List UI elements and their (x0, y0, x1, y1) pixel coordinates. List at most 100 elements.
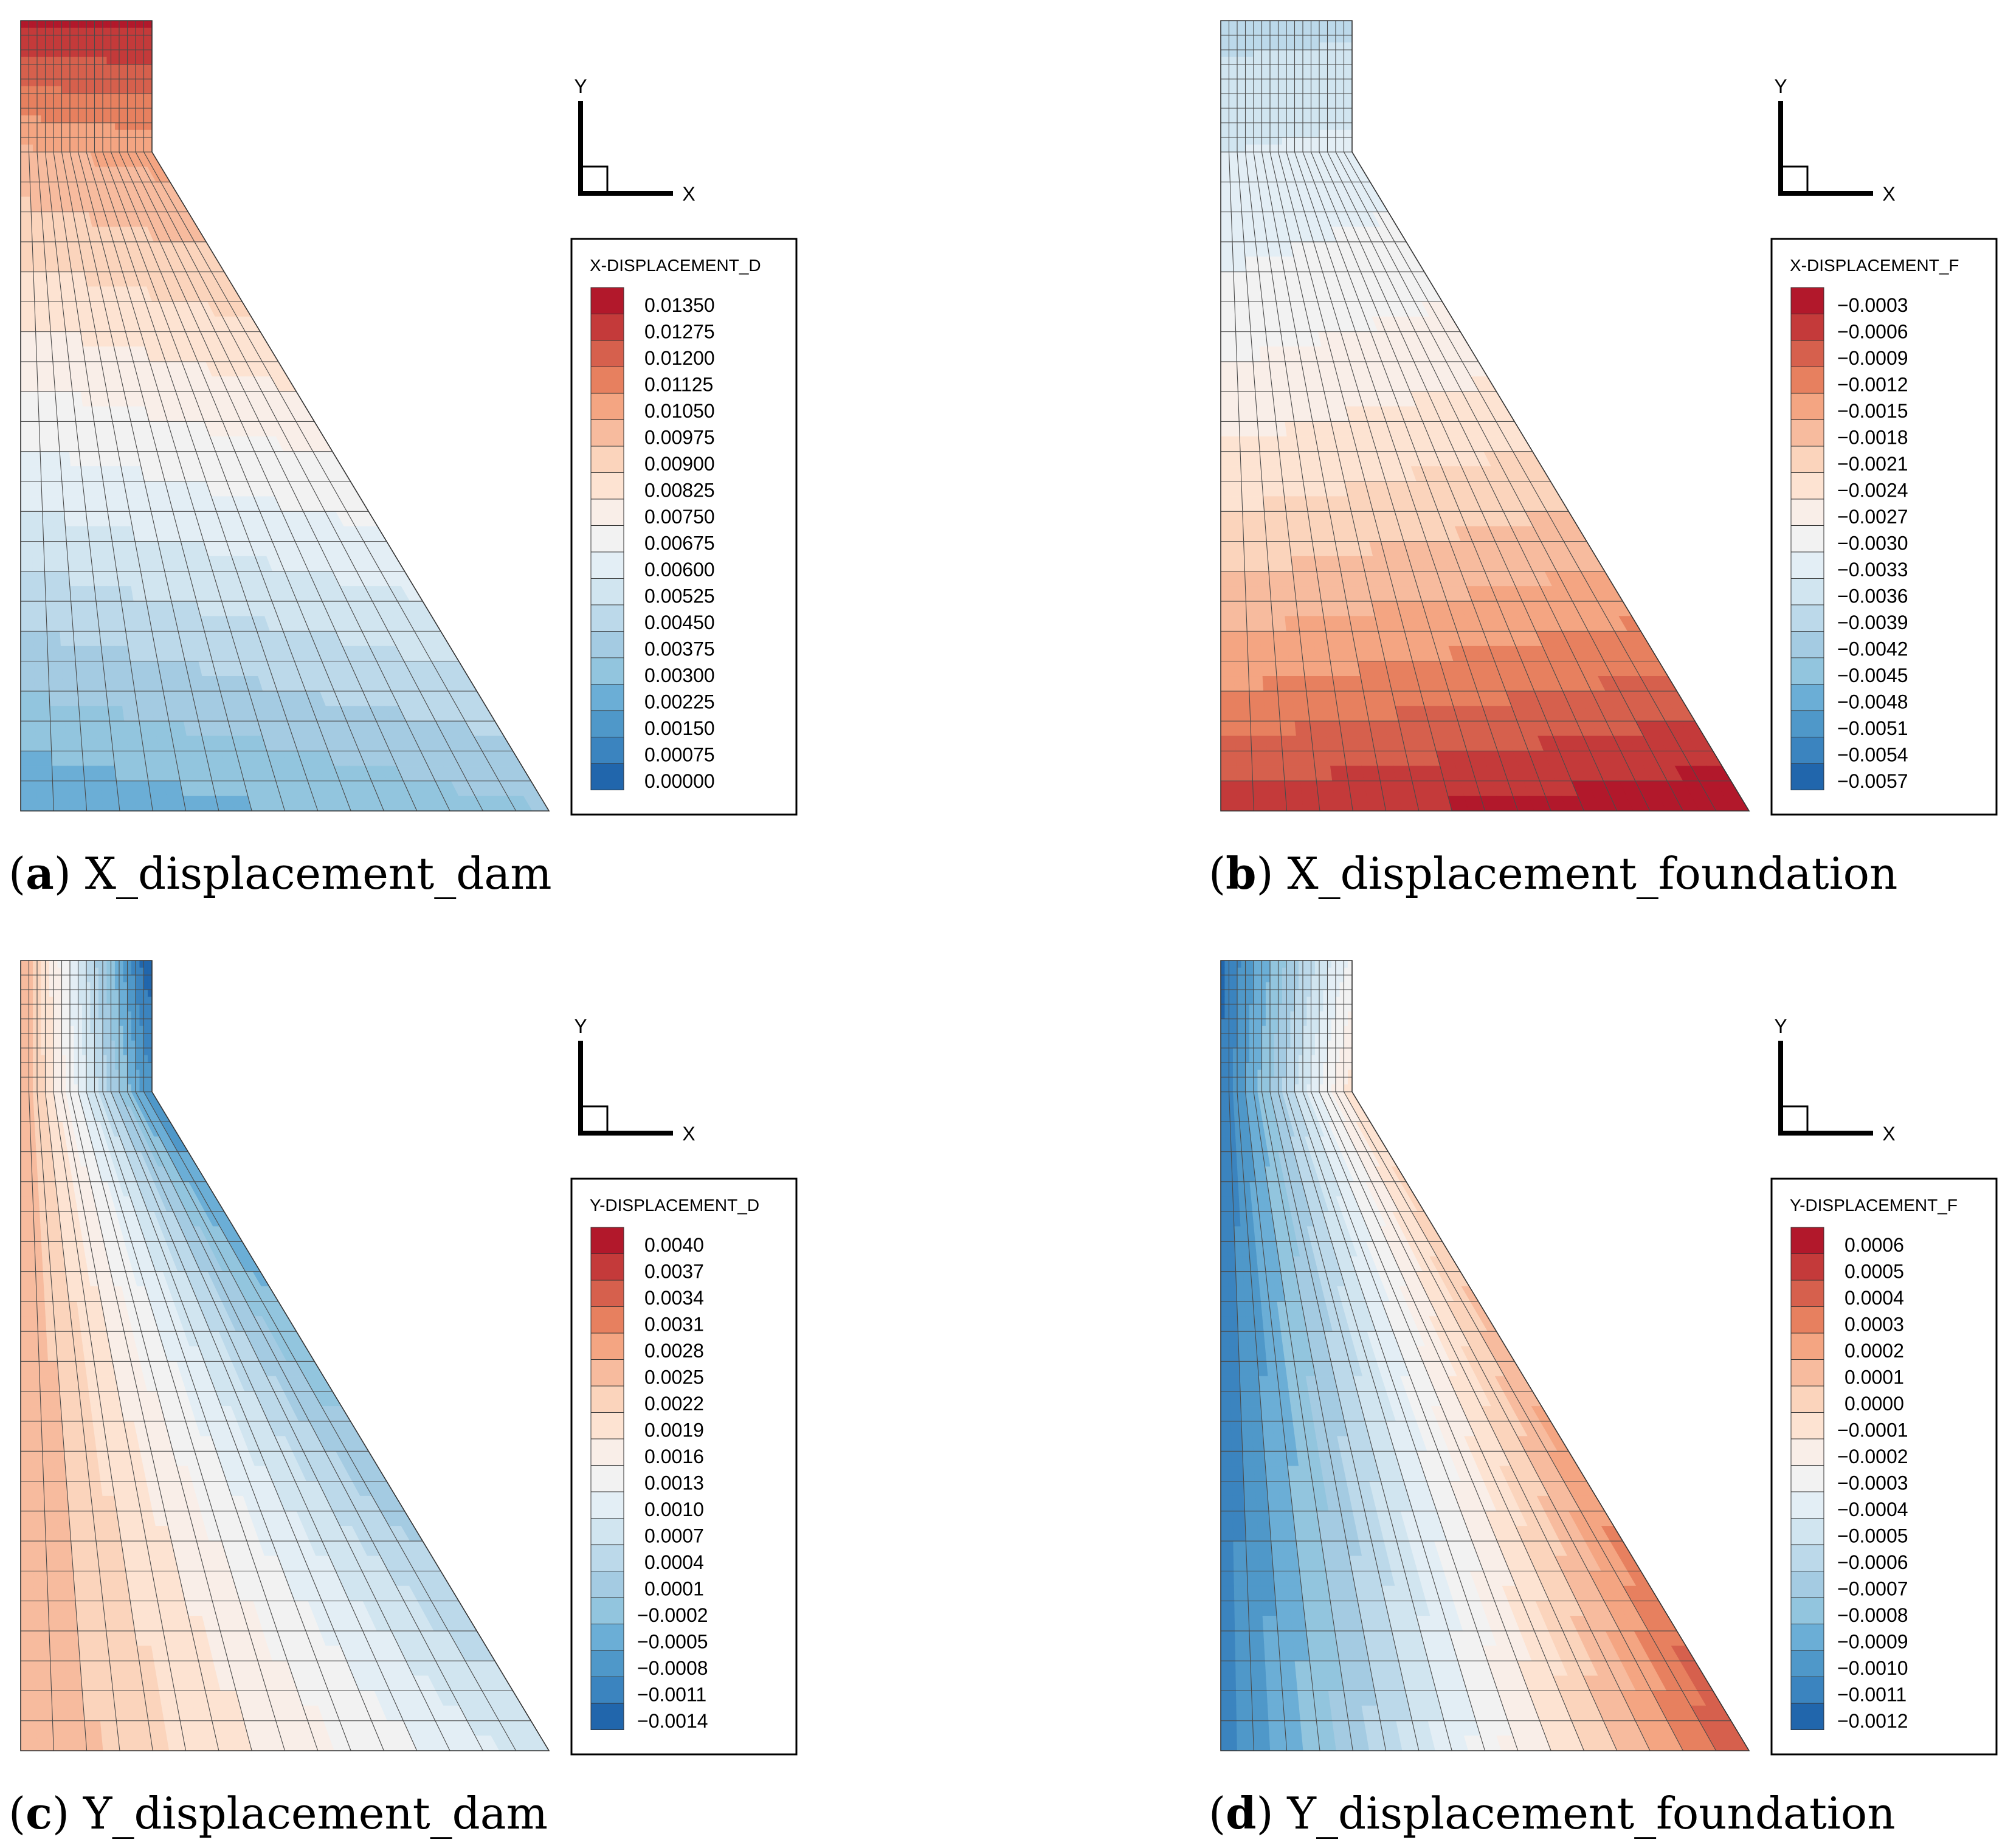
contour-cell (1272, 616, 1287, 632)
contour-cell (127, 20, 132, 29)
contour-cell (1347, 122, 1353, 131)
contour-cell (45, 42, 50, 50)
panel-b: YXX-DISPLACEMENT_F−0.0003−0.0006−0.0009−… (1209, 20, 1998, 899)
contour-cell (127, 49, 132, 58)
legend-value: −0.0015 (1837, 400, 1908, 422)
contour-cell (1317, 796, 1337, 812)
contour-cell (1290, 71, 1295, 80)
contour-cell (26, 1181, 33, 1197)
contour-cell (1287, 526, 1301, 542)
contour-cell (106, 115, 111, 123)
contour-cell (1259, 451, 1271, 467)
contour-cell (1251, 481, 1263, 497)
contour-cell (65, 27, 71, 36)
mesh-line (36, 21, 88, 812)
contour-cell (55, 391, 66, 407)
contour-cell (98, 1026, 103, 1034)
contour-cell (32, 115, 38, 123)
contour-cell (147, 115, 153, 123)
contour-cell (1253, 100, 1258, 109)
mesh-line (86, 21, 286, 812)
contour-cell (24, 960, 29, 968)
contour-cell (1259, 616, 1274, 632)
contour-cell (36, 781, 53, 796)
contour-cell (1260, 466, 1273, 482)
contour-cell (61, 78, 66, 87)
contour-cell (139, 1011, 144, 1019)
contour-cell (24, 1062, 29, 1071)
contour-cell (1272, 481, 1285, 497)
contour-cell (36, 115, 42, 123)
contour-cell (36, 42, 42, 50)
contour-cell (1265, 86, 1271, 94)
contour-cell (147, 35, 153, 43)
contour-cell (1323, 86, 1328, 94)
contour-cell (1327, 49, 1332, 58)
contour-cell (1220, 616, 1234, 632)
contour-cell (1232, 571, 1246, 587)
contour-cell (102, 122, 108, 131)
contour-cell (69, 35, 75, 43)
contour-cell (20, 35, 26, 43)
contour-cell (61, 1069, 66, 1078)
contour-cell (106, 691, 123, 706)
contour-cell (74, 93, 78, 102)
contour-cell (1220, 286, 1228, 302)
contour-cell (139, 93, 144, 102)
contour-cell (1266, 736, 1283, 751)
contour-cell (41, 1011, 46, 1019)
contour-cell (36, 144, 42, 153)
contour-cell (36, 129, 42, 138)
contour-cell (81, 1040, 87, 1049)
contour-cell (84, 496, 97, 512)
contour-cell (69, 1033, 75, 1041)
contour-cell (49, 1077, 54, 1085)
contour-cell (1311, 129, 1316, 138)
axes-origin-box (1779, 165, 1809, 195)
contour-cell (45, 1033, 50, 1041)
contour-cell (41, 144, 46, 153)
contour-cell (29, 1033, 33, 1041)
contour-cell (20, 1047, 26, 1056)
contour-cell (69, 86, 75, 94)
contour-cell (1302, 129, 1308, 138)
contour-cell (1311, 42, 1316, 50)
contour-cell (1253, 129, 1258, 138)
contour-cell (114, 115, 120, 123)
contour-cell (1238, 406, 1249, 422)
contour-cell (36, 35, 42, 43)
contour-cell (46, 391, 57, 407)
contour-cell (1253, 144, 1258, 153)
contour-cell (1262, 675, 1279, 692)
contour-cell (139, 42, 144, 50)
contour-cell (131, 960, 136, 968)
contour-cell (1339, 108, 1344, 116)
contour-cell (45, 122, 50, 131)
contour-cell (1241, 93, 1246, 102)
contour-cell (1230, 481, 1243, 497)
contour-cell (1298, 27, 1303, 36)
contour-cell (29, 996, 33, 1005)
contour-cell (49, 436, 60, 452)
contour-cell (24, 1018, 29, 1027)
contour-cell (86, 1026, 91, 1034)
contour-cell (147, 100, 153, 109)
contour-cell (123, 137, 128, 145)
contour-cell (66, 751, 84, 767)
contour-cell (102, 20, 108, 29)
contour-cell (1245, 27, 1250, 36)
contour-cell (1314, 144, 1320, 153)
contour-cell (119, 27, 124, 36)
contour-cell (1267, 556, 1282, 572)
contour-cell (53, 1040, 58, 1049)
contour-cell (84, 781, 102, 796)
contour-cell (1306, 64, 1311, 72)
contour-cell (1298, 71, 1303, 80)
contour-cell (111, 137, 116, 145)
contour-cell (1265, 57, 1271, 65)
contour-cell (1257, 35, 1262, 43)
contour-cell (26, 212, 32, 227)
contour-cell (20, 526, 33, 542)
contour-cell (1306, 100, 1311, 109)
contour-cell (1280, 720, 1297, 737)
